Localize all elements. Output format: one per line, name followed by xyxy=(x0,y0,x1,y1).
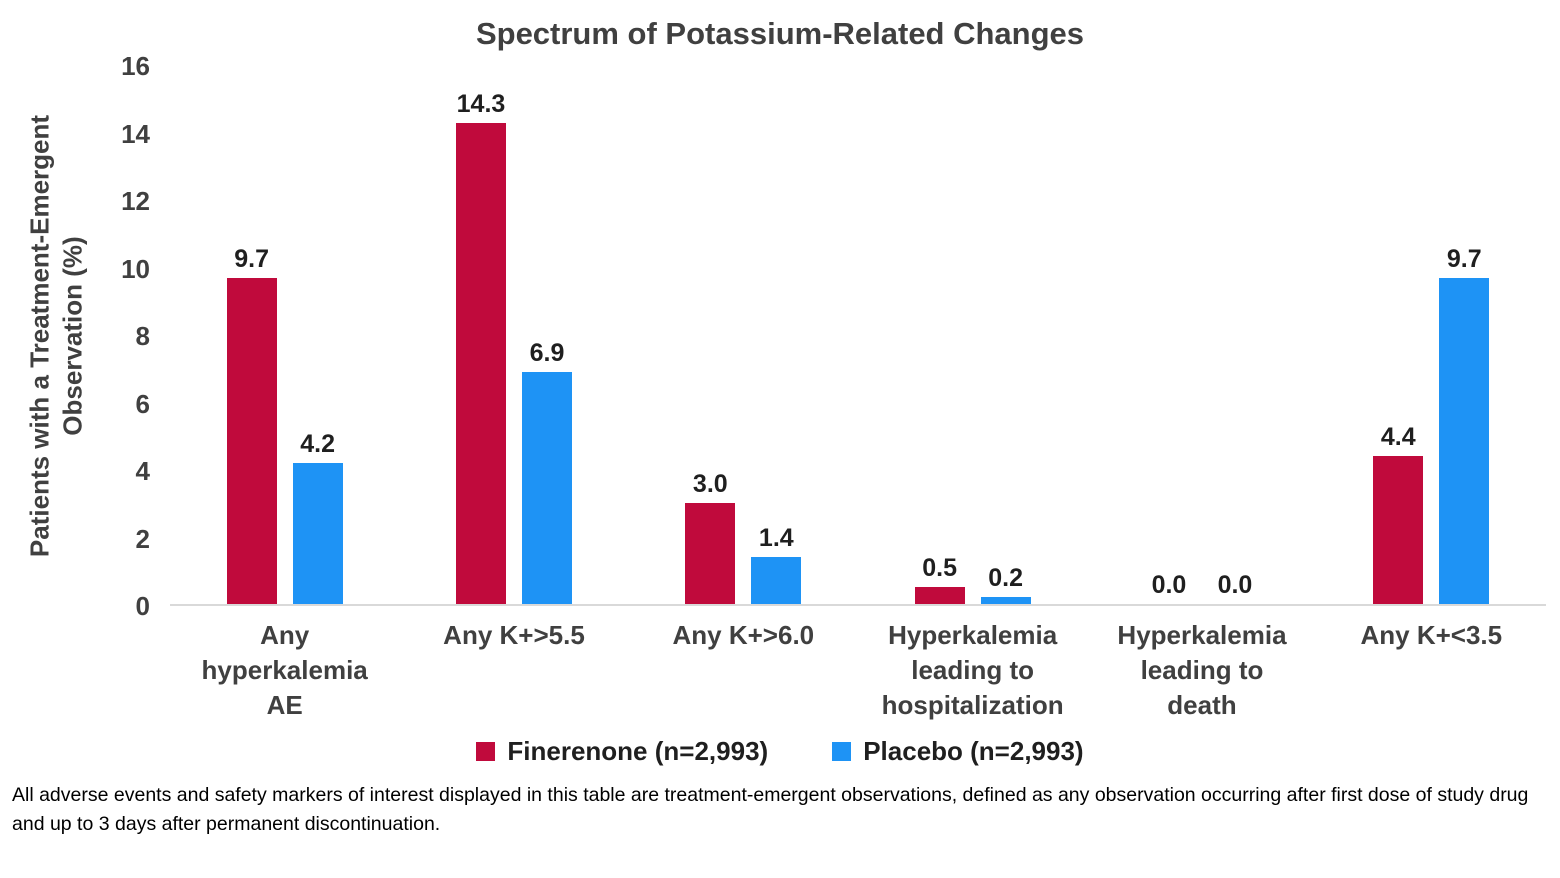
bar-placebo xyxy=(292,462,343,604)
x-axis-category-label: Any K+>5.5 xyxy=(443,620,585,650)
bar-column-placebo: 1.4 xyxy=(751,66,802,604)
bar-value-label: 4.2 xyxy=(300,429,336,458)
x-axis-category-label: Any hyperkalemia AE xyxy=(201,620,368,721)
x-axis-category-label: Hyperkalemia leading to death xyxy=(1117,620,1287,721)
bar-finerenone xyxy=(455,123,506,604)
bar-placebo xyxy=(1439,277,1490,604)
bar-value-label: 4.4 xyxy=(1380,423,1416,452)
bar-placebo xyxy=(751,556,802,604)
bar-finerenone xyxy=(914,587,965,604)
bar-column-finerenone: 0.0 xyxy=(1144,66,1194,604)
y-axis-tick-label: 10 xyxy=(121,253,150,284)
bar-group: 9.7 4.2 xyxy=(170,66,399,604)
x-axis-category-label: Hyperkalemia leading to hospitalization xyxy=(881,620,1064,721)
bar-value-label: 1.4 xyxy=(758,523,794,552)
legend-label-finerenone: Finerenone (n=2,993) xyxy=(507,736,769,767)
bar-column-finerenone: 4.4 xyxy=(1373,66,1424,604)
bar-column-placebo: 9.7 xyxy=(1439,66,1490,604)
bar-group: 4.4 9.7 xyxy=(1317,66,1546,604)
bar-value-label: 0.2 xyxy=(988,564,1024,593)
bar-finerenone xyxy=(1373,456,1424,604)
bar-finerenone xyxy=(226,277,277,604)
legend-label-placebo: Placebo (n=2,993) xyxy=(863,736,1084,767)
bar-group: 14.3 6.9 xyxy=(399,66,628,604)
bar-column-finerenone: 9.7 xyxy=(226,66,277,604)
x-axis-labels: Any hyperkalemia AE Any K+>5.5 Any K+>6.0 H… xyxy=(170,618,1546,723)
legend-item-finerenone: Finerenone (n=2,993) xyxy=(476,738,768,764)
legend: Finerenone (n=2,993) Placebo (n=2,993) xyxy=(0,733,1560,769)
y-axis-tick-label: 2 xyxy=(135,523,150,554)
bar-column-placebo: 0.2 xyxy=(980,66,1031,604)
footnote: All adverse events and safety markers of… xyxy=(12,784,1529,835)
y-axis-tick-label: 0 xyxy=(135,591,150,621)
bar-value-label: 0.5 xyxy=(922,554,958,583)
y-axis-tick-label: 6 xyxy=(135,388,150,419)
y-axis: 0 2 4 6 8 10 12 14 16 xyxy=(98,53,150,619)
y-axis-tick-label: 4 xyxy=(135,456,150,486)
y-axis-tick-label: 8 xyxy=(135,321,150,351)
bar-column-placebo: 6.9 xyxy=(521,66,572,604)
chart-title: Spectrum of Potassium-Related Changes xyxy=(475,16,1085,51)
bar-column-placebo: 4.2 xyxy=(292,66,343,604)
bar-value-label: 3.0 xyxy=(692,470,728,499)
bar-column-finerenone: 3.0 xyxy=(685,66,736,604)
bar-group: 0.0 0.0 xyxy=(1087,66,1316,604)
y-axis-tick-label: 14 xyxy=(121,118,150,149)
y-axis-tick-label: 12 xyxy=(121,186,150,216)
bar-group: 3.0 1.4 xyxy=(629,66,858,604)
bar-column-placebo: 0.0 xyxy=(1210,66,1260,604)
y-axis-tick-label: 16 xyxy=(121,51,150,81)
bar-group: 0.5 0.2 xyxy=(858,66,1087,604)
bar-placebo xyxy=(980,597,1031,604)
bar-value-label: 6.9 xyxy=(529,339,565,367)
plot-area: 9.7 4.2 14.3 6.9 3.0 1.4 0.5 0.2 0.0 0.0 4.4 9.7 xyxy=(170,66,1546,606)
legend-item-placebo: Placebo (n=2,993) xyxy=(832,736,1084,767)
bar-column-finerenone: 14.3 xyxy=(455,66,506,604)
bar-column-finerenone: 0.5 xyxy=(914,66,965,604)
bar-value-label: 9.7 xyxy=(234,244,270,273)
x-axis-category-label: Any K+<3.5 xyxy=(1360,620,1503,650)
bar-placebo xyxy=(521,372,572,604)
x-axis-category-label: Any K+>6.0 xyxy=(672,620,815,650)
bar-finerenone xyxy=(685,503,736,604)
legend-swatch-placebo xyxy=(832,741,852,761)
y-axis-label-wrap: Patients with a Treatment-Emergent Obser… xyxy=(14,66,98,606)
plot-wrap: 9.7 4.2 14.3 6.9 3.0 1.4 0.5 0.2 0.0 0.0 4.4 9.7 An… xyxy=(170,66,1560,723)
y-axis-label: Patients with a Treatment-Emergent Obser… xyxy=(24,114,88,558)
bar-value-label: 9.7 xyxy=(1446,244,1482,273)
bar-value-label: 14.3 xyxy=(456,90,506,119)
bar-value-label: 0.0 xyxy=(1217,571,1253,599)
bar-value-label: 0.0 xyxy=(1151,571,1187,599)
chart-area: Patients with a Treatment-Emergent Obser… xyxy=(0,53,1560,723)
legend-swatch-finerenone xyxy=(476,741,496,761)
